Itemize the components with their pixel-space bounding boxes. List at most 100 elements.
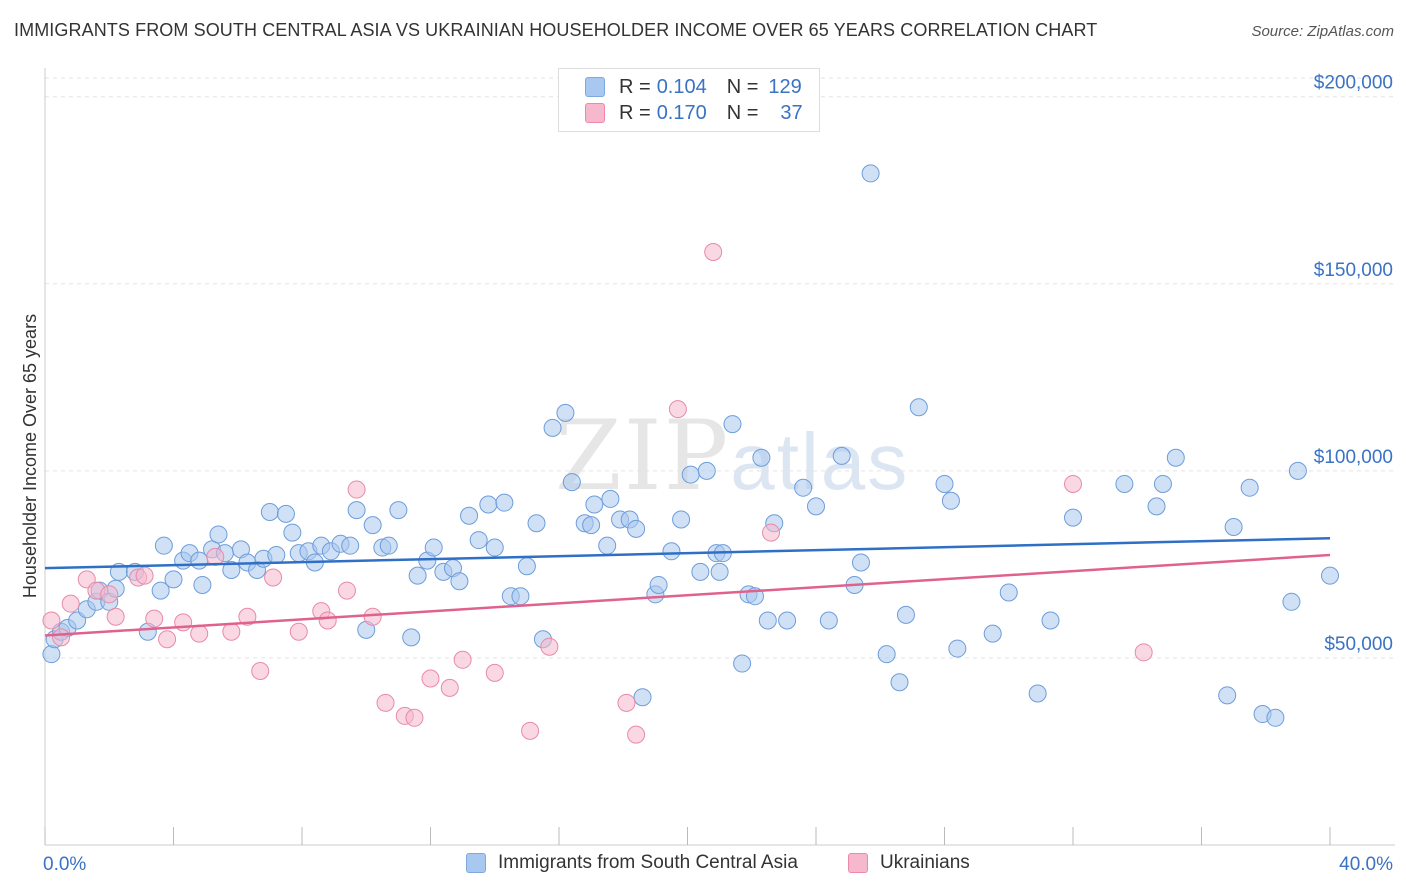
data-point-blue — [896, 605, 915, 624]
data-point-blue — [890, 673, 909, 692]
data-point-pink — [762, 523, 781, 542]
data-point-blue — [909, 398, 928, 417]
axis-labels: $50,000 $100,000 $150,000 $200,000 0.0% 40.0%… — [20, 73, 1393, 875]
data-point-pink — [337, 581, 356, 600]
data-point-blue — [485, 538, 504, 557]
data-point-pink — [238, 607, 257, 626]
data-point-blue — [389, 501, 408, 520]
bottom-legend-item-pink: Ukrainians — [848, 852, 970, 874]
data-point-blue — [527, 514, 546, 533]
data-point-blue — [794, 478, 813, 497]
data-point-pink — [376, 693, 395, 712]
bottom-legend-swatch-pink — [848, 853, 868, 873]
y-tick-label: $50,000 — [1324, 634, 1393, 655]
data-point-blue — [1266, 708, 1285, 727]
legend-n-value: 37 — [780, 101, 803, 124]
data-point-pink — [485, 663, 504, 682]
data-point-pink — [222, 622, 241, 641]
data-point-pink — [627, 725, 646, 744]
data-point-blue — [222, 561, 241, 580]
data-point-pink — [453, 650, 472, 669]
data-point-blue — [1240, 478, 1259, 497]
data-point-blue — [752, 448, 771, 467]
data-point-pink — [135, 566, 154, 585]
y-tick-label: $200,000 — [1314, 73, 1393, 94]
legend-r-value: 0.170 — [656, 101, 707, 124]
data-point-blue — [1288, 461, 1307, 480]
data-point-blue — [1041, 611, 1060, 630]
data-point-blue — [341, 536, 360, 555]
legend-row-blue: R = 0.104 N = 129 — [585, 75, 802, 99]
legend: R = 0.104 N = 129 R = 0.170 N = 37 — [558, 68, 820, 132]
data-point-pink — [704, 242, 723, 261]
bottom-legend-swatch-blue — [466, 853, 486, 873]
data-point-blue — [598, 536, 617, 555]
data-point-blue — [402, 628, 421, 647]
series-blue-points — [42, 164, 1339, 727]
data-point-pink — [61, 594, 80, 613]
data-point-pink — [363, 607, 382, 626]
data-point-blue — [479, 495, 498, 514]
y-tick-label: $100,000 — [1314, 447, 1393, 468]
data-point-pink — [190, 624, 209, 643]
data-point-blue — [681, 465, 700, 484]
data-point-blue — [260, 503, 279, 522]
data-point-blue — [999, 583, 1018, 602]
y-tick-label: $150,000 — [1314, 260, 1393, 281]
data-point-pink — [347, 480, 366, 499]
data-point-blue — [1028, 684, 1047, 703]
data-point-pink — [405, 708, 424, 727]
data-point-pink — [421, 669, 440, 688]
data-point-blue — [450, 572, 469, 591]
data-point-blue — [819, 611, 838, 630]
data-point-blue — [193, 575, 212, 594]
trend-lines — [44, 536, 1331, 637]
data-point-blue — [662, 542, 681, 561]
legend-row-pink: R = 0.170 N = 37 — [585, 101, 803, 125]
data-point-blue — [562, 473, 581, 492]
data-point-pink — [264, 568, 283, 587]
bottom-legend-item-blue: Immigrants from South Central Asia — [466, 852, 798, 874]
data-point-blue — [1282, 592, 1301, 611]
data-point-blue — [460, 506, 479, 525]
data-point-blue — [347, 501, 366, 520]
data-point-pink — [251, 662, 270, 681]
data-point-pink — [106, 607, 125, 626]
legend-r-value: 0.104 — [656, 75, 707, 98]
bottom-legend-label-pink: Ukrainians — [880, 852, 970, 873]
axes — [44, 68, 1395, 846]
data-point-pink — [617, 693, 636, 712]
data-point-blue — [877, 645, 896, 664]
data-point-pink — [440, 678, 459, 697]
data-point-blue — [633, 688, 652, 707]
data-point-blue — [1218, 686, 1237, 705]
data-point-blue — [672, 510, 691, 529]
data-point-blue — [363, 516, 382, 535]
data-point-blue — [601, 489, 620, 508]
data-point-pink — [521, 721, 540, 740]
data-point-blue — [1166, 448, 1185, 467]
data-point-blue — [758, 611, 777, 630]
legend-n-value: 129 — [768, 75, 802, 98]
x-tick-label-end: 40.0% — [1339, 854, 1393, 875]
data-point-blue — [469, 531, 488, 550]
data-point-blue — [151, 581, 170, 600]
data-point-blue — [517, 557, 536, 576]
legend-r-label: R = — [619, 75, 651, 98]
legend-swatch-blue — [585, 77, 605, 97]
data-point-blue — [733, 654, 752, 673]
data-point-blue — [1115, 474, 1134, 493]
chart-title: IMMIGRANTS FROM SOUTH CENTRAL ASIA VS UK… — [14, 20, 1098, 40]
data-point-blue — [209, 525, 228, 544]
data-point-blue — [710, 562, 729, 581]
legend-r-label: R = — [619, 101, 651, 124]
data-point-blue — [1147, 497, 1166, 516]
data-point-blue — [495, 493, 514, 512]
data-point-blue — [164, 570, 183, 589]
data-point-blue — [276, 504, 295, 523]
data-point-blue — [585, 495, 604, 514]
data-point-blue — [582, 516, 601, 535]
data-point-blue — [627, 519, 646, 538]
data-point-blue — [983, 624, 1002, 643]
